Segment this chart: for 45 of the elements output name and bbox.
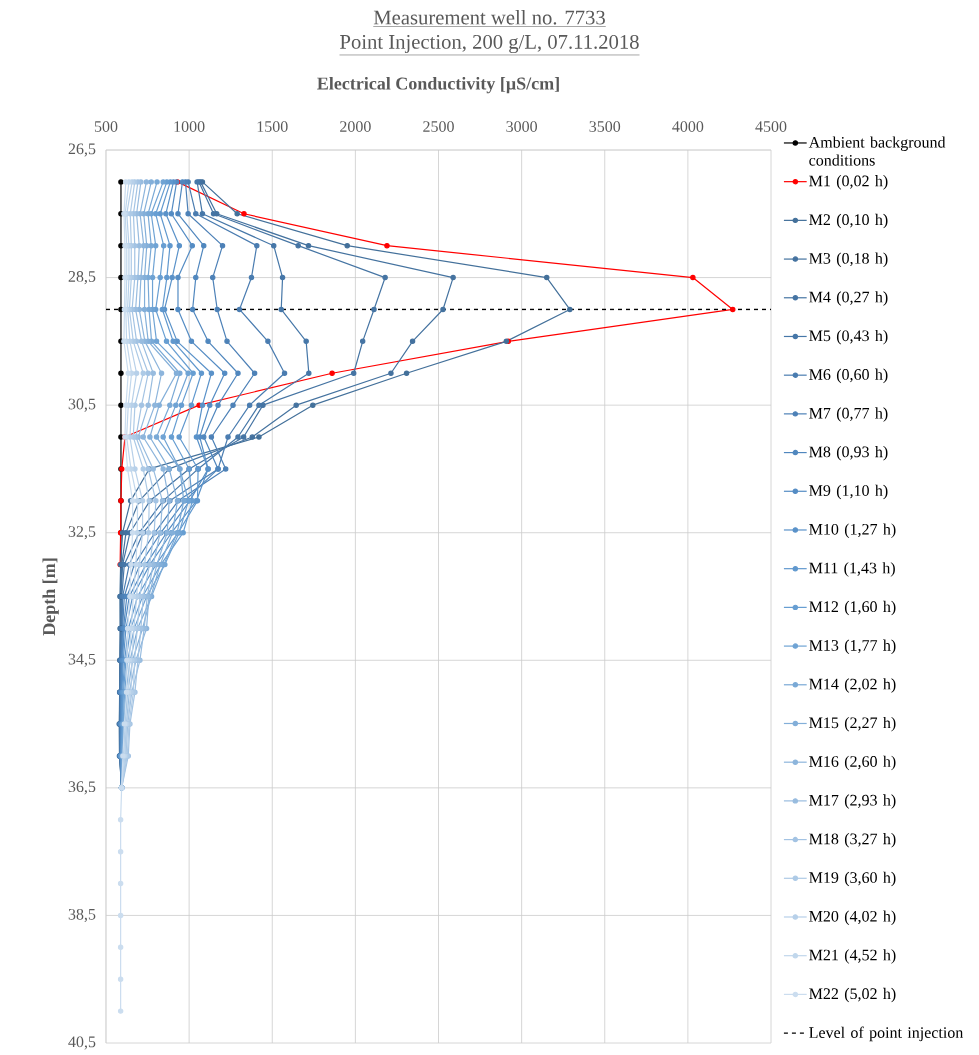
x-tick-label: 3500 xyxy=(589,121,621,132)
legend-label: M11 (1,43 h) xyxy=(809,562,895,577)
legend-label: M16 (2,60 h) xyxy=(809,755,896,771)
y-tick-label: 36,5 xyxy=(68,781,96,795)
legend-label: Level of point injection xyxy=(809,1026,964,1042)
legend-label: M22 (5,02 h) xyxy=(809,987,896,1003)
legend-label: M20 (4,02 h) xyxy=(809,910,896,925)
x-tick-label: 2000 xyxy=(340,121,371,132)
x-tick-label: 4000 xyxy=(672,121,704,132)
legend-label: M14 (2,02 h) xyxy=(809,678,896,693)
y-tick-label: 38,5 xyxy=(68,908,96,922)
x-tick-label: 1500 xyxy=(257,121,288,132)
legend-label: M13 (1,77 h) xyxy=(809,639,896,655)
y-tick-label: 26,5 xyxy=(68,143,96,157)
x-tick-label: 500 xyxy=(94,121,118,132)
legend-label: M3 (0,18 h) xyxy=(809,252,888,268)
legend-label: M8 (0,93 h) xyxy=(809,446,888,461)
legend-label: M9 (1,10 h) xyxy=(809,484,888,500)
y-axis-title: Depth [m] xyxy=(42,558,59,636)
legend-label: M18 (3,27 h) xyxy=(809,833,896,848)
legend-label: M1 (0,02 h) xyxy=(809,175,888,190)
legend-label: M6 (0,60 h) xyxy=(809,368,888,384)
legend-label: M10 (1,27 h) xyxy=(809,523,896,538)
legend-label: M2 (0,10 h) xyxy=(809,213,888,229)
legend-label: M21 (4,52 h) xyxy=(809,949,896,964)
x-tick-label: 4500 xyxy=(755,121,787,132)
legend-label: M4 (0,27 h) xyxy=(809,291,888,306)
y-tick-label: 30,5 xyxy=(68,398,96,412)
x-axis-title: Electrical Conductivity [µS/cm] xyxy=(317,76,559,94)
legend-label: M19 (3,60 h) xyxy=(809,871,896,887)
legend-label: Ambient background conditions xyxy=(808,136,946,166)
chart-subtitle: Point Injection, 200 g/L, 07.11.2018 xyxy=(340,34,639,54)
legend-label: M12 (1,60 h) xyxy=(809,600,896,616)
x-tick-label: 1000 xyxy=(174,121,205,132)
y-tick-label: 40,5 xyxy=(68,1036,96,1050)
y-tick-label: 28,5 xyxy=(68,271,96,285)
chart-title: Measurement well no. 7733 xyxy=(373,10,605,25)
x-tick-label: 2500 xyxy=(423,121,454,132)
y-tick-label: 34,5 xyxy=(68,653,96,667)
legend-label: M15 (2,27 h) xyxy=(809,716,896,732)
legend-label: M17 (2,93 h) xyxy=(809,794,896,809)
legend-label: M7 (0,77 h) xyxy=(809,407,888,422)
legend-label: M5 (0,43 h) xyxy=(809,329,888,345)
x-tick-label: 3000 xyxy=(506,121,538,132)
y-tick-label: 32,5 xyxy=(68,526,96,540)
